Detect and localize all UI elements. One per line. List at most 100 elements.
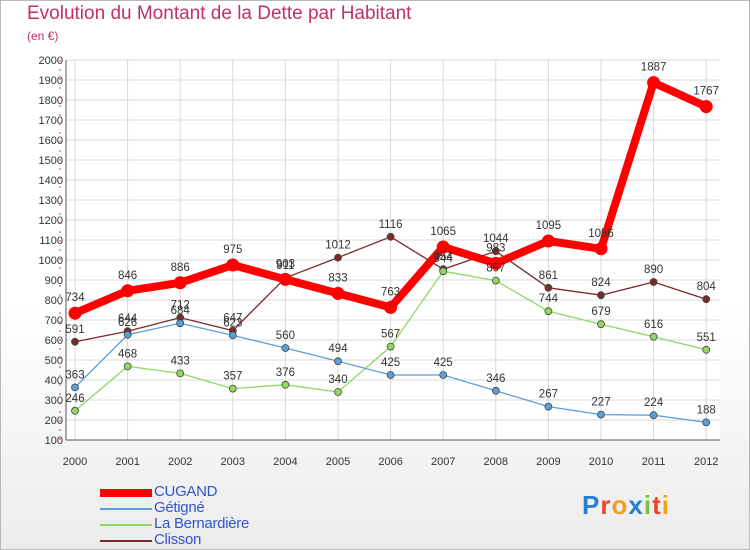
data-label-g-tign-: 224 <box>644 397 664 409</box>
y-tick-label: 1200 <box>39 215 63 227</box>
data-label-clisson: 861 <box>539 270 558 282</box>
x-tick-label: 2003 <box>221 456 245 468</box>
chart-grid <box>66 59 720 441</box>
data-label-la-bernardi-re: 468 <box>118 348 137 360</box>
logo-letter: i <box>661 490 670 520</box>
y-tick-label: 400 <box>45 375 63 387</box>
data-point-cugand <box>121 284 135 298</box>
data-label-clisson: 954 <box>434 251 454 263</box>
data-label-clisson: 647 <box>223 313 242 325</box>
data-point-la-bernardi-re <box>123 362 132 371</box>
data-label-la-bernardi-re: 897 <box>486 263 505 275</box>
x-tick-label: 2011 <box>642 456 666 468</box>
data-label-la-bernardi-re: 357 <box>223 371 242 383</box>
legend-swatch-la-bernardi-re <box>100 524 152 526</box>
data-label-g-tign-: 623 <box>223 317 242 329</box>
y-tick-label: 1000 <box>39 255 63 267</box>
legend-label-g-tign-: Gétigné <box>154 499 205 516</box>
x-tick-label: 2010 <box>589 456 613 468</box>
data-label-cugand: 1767 <box>693 86 719 98</box>
y-tick-label: 900 <box>45 275 63 287</box>
data-label-g-tign-: 494 <box>328 343 348 355</box>
data-label-la-bernardi-re: 567 <box>381 329 400 341</box>
data-label-la-bernardi-re: 551 <box>697 332 716 344</box>
data-label-cugand: 886 <box>171 262 190 274</box>
logo-letter: r <box>600 490 612 520</box>
y-tick-label: 1400 <box>39 175 63 187</box>
data-label-cugand: 1095 <box>536 220 562 232</box>
data-point-clisson <box>71 337 79 346</box>
y-tick-label: 100 <box>45 435 63 447</box>
data-point-clisson <box>649 278 658 286</box>
y-tick-label: 300 <box>45 395 63 407</box>
data-point-cugand <box>699 100 713 114</box>
data-point-cugand <box>384 300 398 314</box>
chart-subtitle: (en €) <box>27 29 59 43</box>
y-tick-label: 1800 <box>39 95 63 107</box>
chart-series <box>68 76 713 427</box>
chart-title: Evolution du Montant de la Dette par Hab… <box>27 3 412 24</box>
plot-area <box>66 60 720 440</box>
data-label-clisson: 1044 <box>483 233 509 245</box>
data-point-g-tign- <box>334 357 342 366</box>
logo-letter: t <box>652 490 662 520</box>
data-label-g-tign-: 188 <box>697 404 716 416</box>
data-point-cugand <box>68 306 82 320</box>
data-point-cugand <box>647 76 661 90</box>
legend-swatch-cugand <box>100 489 152 497</box>
data-label-cugand: 975 <box>223 244 242 256</box>
data-point-cugand <box>278 272 292 286</box>
y-tick-label: 1100 <box>39 235 63 247</box>
x-tick-label: 2004 <box>273 456 297 468</box>
data-label-clisson: 804 <box>697 281 717 293</box>
logo-letter: P <box>582 490 601 520</box>
data-point-clisson <box>334 253 342 262</box>
data-point-cugand <box>226 258 240 272</box>
logo-letter: o <box>611 490 629 520</box>
legend-swatch-g-tign- <box>100 508 152 510</box>
data-label-la-bernardi-re: 246 <box>65 393 84 405</box>
data-point-g-tign- <box>597 410 605 419</box>
data-point-cugand <box>489 256 503 270</box>
data-label-cugand: 1887 <box>641 62 667 74</box>
data-point-g-tign- <box>386 371 395 379</box>
data-point-cugand <box>436 240 450 254</box>
y-tick-label: 1500 <box>39 155 63 167</box>
data-point-g-tign- <box>71 383 79 392</box>
x-tick-label: 2008 <box>484 456 508 468</box>
data-label-g-tign-: 626 <box>118 317 137 329</box>
y-tick-label: 2000 <box>39 55 63 67</box>
x-tick-label: 2000 <box>63 456 87 468</box>
data-label-la-bernardi-re: 744 <box>539 293 559 305</box>
data-point-clisson <box>491 247 500 256</box>
data-label-la-bernardi-re: 616 <box>644 319 663 331</box>
chart-axes: 100 200 300 400 500 600 700 800 900 1000 1100 1200 1… <box>39 55 720 468</box>
data-label-cugand: 846 <box>118 270 137 282</box>
y-tick-label: 500 <box>45 355 63 367</box>
data-point-la-bernardi-re <box>491 276 500 285</box>
data-point-la-bernardi-re <box>439 267 448 276</box>
data-label-clisson: 712 <box>171 300 190 312</box>
data-point-la-bernardi-re <box>649 332 658 341</box>
y-tick-label: 1900 <box>39 75 63 87</box>
data-point-g-tign- <box>439 371 448 379</box>
data-point-clisson <box>597 291 605 300</box>
data-label-clisson: 1116 <box>379 219 403 231</box>
data-point-g-tign- <box>702 418 711 427</box>
data-label-clisson: 644 <box>118 313 138 325</box>
data-label-g-tign-: 346 <box>486 373 505 385</box>
data-point-la-bernardi-re <box>281 380 290 389</box>
logo-letter: x <box>628 490 644 520</box>
data-label-la-bernardi-re: 376 <box>276 367 295 379</box>
x-tick-label: 2002 <box>168 456 192 468</box>
data-point-la-bernardi-re <box>544 307 553 316</box>
data-label-clisson: 911 <box>276 260 294 272</box>
data-label-cugand: 903 <box>276 258 295 270</box>
y-tick-label: 200 <box>45 415 63 427</box>
legend-label-la-bernardi-re: La Bernardière <box>154 515 250 532</box>
data-point-clisson <box>386 232 395 241</box>
data-point-clisson <box>702 295 711 304</box>
data-point-cugand <box>331 286 345 300</box>
data-point-g-tign- <box>176 319 185 328</box>
